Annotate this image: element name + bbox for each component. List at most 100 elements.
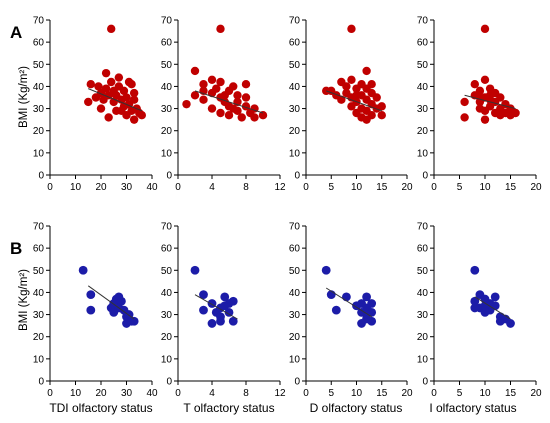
- y-tick-label: 0: [166, 171, 172, 182]
- data-point: [460, 113, 469, 122]
- y-tick-label: 30: [289, 310, 301, 321]
- y-tick-label: 0: [422, 171, 428, 182]
- x-tick-label: 30: [121, 182, 133, 193]
- y-tick-label: 20: [289, 126, 301, 137]
- y-tick-label: 60: [289, 244, 301, 255]
- x-tick-label: 8: [243, 388, 249, 399]
- data-point: [182, 99, 191, 109]
- data-point: [321, 265, 331, 275]
- data-point: [224, 307, 234, 317]
- y-tick-label: 70: [161, 222, 173, 233]
- panel-label-b: B: [10, 239, 22, 258]
- data-point: [347, 24, 356, 34]
- x-tick-label: 8: [243, 182, 249, 193]
- y-tick-label: 30: [289, 104, 301, 115]
- data-point: [129, 88, 139, 98]
- data-point: [480, 24, 490, 34]
- y-tick-label: 40: [33, 82, 45, 93]
- y-tick-label: 50: [161, 266, 173, 277]
- y-tick-label: 10: [289, 354, 301, 365]
- data-point: [241, 93, 251, 102]
- y-tick-label: 70: [33, 16, 45, 27]
- data-point: [229, 82, 238, 91]
- data-point: [216, 77, 225, 87]
- x-tick-label: 12: [274, 182, 286, 193]
- x-tick-label: 5: [457, 388, 463, 399]
- data-point: [101, 84, 111, 93]
- data-point: [258, 111, 268, 120]
- data-point: [199, 305, 208, 315]
- trend-line: [194, 90, 264, 114]
- y-tick-label: 60: [161, 244, 173, 255]
- data-point: [490, 301, 500, 311]
- y-tick-label: 60: [417, 244, 429, 255]
- data-point: [480, 115, 490, 124]
- trend-line: [194, 294, 238, 320]
- data-point: [362, 115, 371, 124]
- x-tick-label: 10: [479, 388, 491, 399]
- panel-a-3: 0 10 20 30 40 50 60 70 0 5 10 15 20: [289, 16, 413, 194]
- x-tick-label: 20: [95, 182, 107, 193]
- data-point: [352, 91, 361, 100]
- y-tick-label: 10: [289, 148, 301, 159]
- y-tick-label: 50: [417, 60, 429, 71]
- data-point: [117, 296, 126, 306]
- y-tick-label: 30: [161, 310, 173, 321]
- data-point: [367, 316, 377, 326]
- y-tick-label: 70: [289, 222, 301, 233]
- y-tick-label: 30: [417, 310, 429, 321]
- data-point: [367, 299, 377, 308]
- x-tick-label: 10: [479, 182, 491, 193]
- data-point: [496, 93, 505, 102]
- data-point: [216, 108, 225, 118]
- y-tick-label: 20: [289, 332, 301, 343]
- data-point: [511, 108, 520, 118]
- data-point: [119, 86, 129, 96]
- y-tick-label: 70: [417, 222, 429, 233]
- data-point: [490, 292, 500, 302]
- data-point: [372, 93, 381, 102]
- data-point: [96, 104, 106, 113]
- data-point: [86, 290, 96, 300]
- x-tick-label: 4: [209, 388, 215, 399]
- data-point: [228, 316, 238, 326]
- y-tick-label: 10: [33, 148, 45, 159]
- y-tick-label: 0: [166, 377, 172, 388]
- data-point: [470, 265, 480, 275]
- data-point: [475, 86, 485, 96]
- data-point: [367, 80, 376, 89]
- x-tick-label: 0: [303, 388, 309, 399]
- x-axis-title-i: I olfactory status: [429, 401, 516, 415]
- y-tick-label: 70: [33, 222, 45, 233]
- data-point: [233, 91, 242, 100]
- data-point: [377, 111, 386, 120]
- x-tick-label: 5: [328, 388, 334, 399]
- data-point: [460, 97, 469, 107]
- y-tick-label: 60: [417, 38, 429, 49]
- y-axis-title-row-b: BMI (Kg/m²): [18, 269, 30, 331]
- y-tick-label: 20: [161, 126, 173, 137]
- data-point: [78, 265, 88, 275]
- y-tick-label: 60: [33, 38, 45, 49]
- data-point: [86, 305, 96, 315]
- x-tick-label: 40: [146, 182, 158, 193]
- y-tick-label: 0: [294, 377, 300, 388]
- y-tick-label: 50: [33, 266, 45, 277]
- x-tick-label: 0: [175, 388, 181, 399]
- data-point: [101, 68, 111, 78]
- data-point: [480, 75, 490, 84]
- data-point: [190, 66, 200, 76]
- data-point: [342, 82, 351, 91]
- x-tick-label: 10: [70, 388, 82, 399]
- data-point: [190, 265, 200, 275]
- trend-line: [326, 90, 382, 112]
- y-tick-label: 40: [289, 288, 301, 299]
- data-point: [190, 91, 200, 100]
- y-tick-label: 0: [38, 171, 44, 182]
- data-point: [241, 80, 251, 89]
- y-tick-label: 0: [422, 377, 428, 388]
- panel-b-3: 0 10 20 30 40 50 60 70 0 5 10 15 20: [289, 222, 413, 400]
- y-tick-label: 50: [289, 60, 301, 71]
- data-point: [331, 305, 341, 315]
